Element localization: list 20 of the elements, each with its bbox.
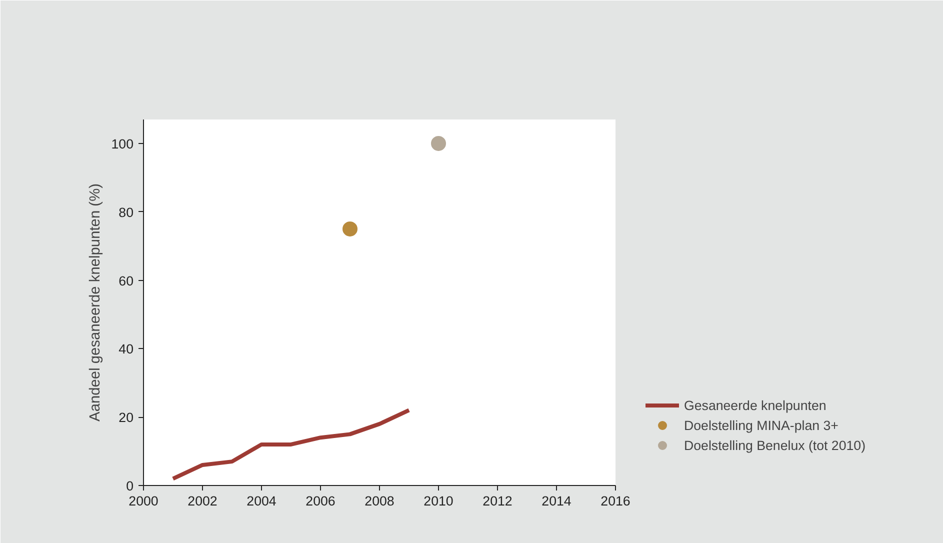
y-tick-label: 80 — [118, 204, 134, 220]
y-tick-label: 20 — [118, 410, 134, 426]
x-tick-label: 2002 — [188, 494, 218, 508]
x-tick-label: 2000 — [128, 494, 158, 508]
legend-label: Doelstelling Benelux (tot 2010) — [684, 438, 866, 452]
x-tick-label: 2006 — [306, 494, 336, 508]
x-tick-label: 2012 — [482, 494, 512, 508]
x-tick-label: 2010 — [424, 494, 454, 508]
x-tick-label: 2004 — [246, 494, 277, 508]
y-tick-label: 40 — [118, 342, 134, 357]
legend-label: Doelstelling MINA-plan 3+ — [684, 418, 838, 432]
x-tick-label: 2008 — [364, 494, 394, 508]
x-tick-label: 2016 — [600, 494, 630, 508]
legend-label: Gesaneerde knelpunten — [684, 398, 826, 412]
y-tick-label: 60 — [118, 273, 134, 288]
y-tick-label: 100 — [111, 136, 134, 152]
y-tick-label: 0 — [126, 478, 134, 494]
y-axis-title: Aandeel gesaneerde knelpunten (%) — [87, 184, 104, 422]
line-series — [171, 408, 411, 481]
x-tick-label: 2014 — [542, 494, 572, 508]
